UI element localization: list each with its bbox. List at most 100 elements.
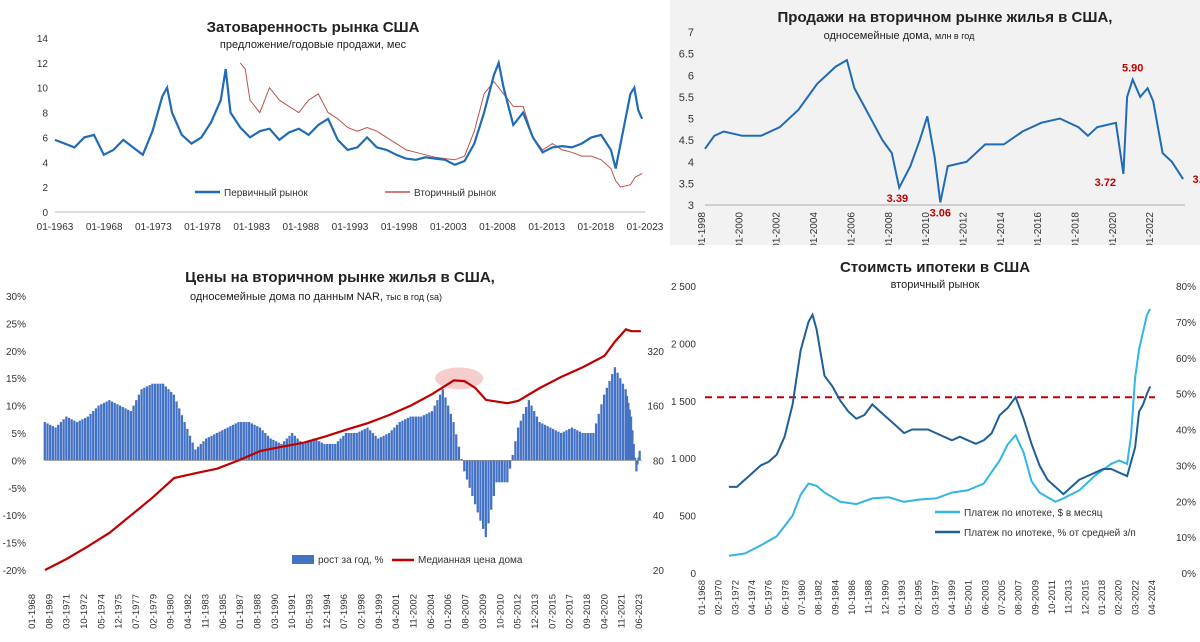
x-tick-label: 05-2012 xyxy=(513,594,524,629)
supply-chart-panel: Затоваренность рынка США предложение/год… xyxy=(0,0,668,240)
growth-bar xyxy=(619,378,622,461)
x-tick-label: 01-2018 xyxy=(577,222,614,233)
x-tick-label: 01-2008 xyxy=(479,222,516,233)
growth-bar xyxy=(258,427,262,461)
growth-bar xyxy=(549,427,552,461)
growth-bar xyxy=(638,450,641,461)
chart-title: Продажи на вторичном рынке жилья в США, xyxy=(778,9,1113,26)
growth-bar xyxy=(635,460,638,472)
growth-bar xyxy=(447,405,450,461)
y-tick-label-right: 320 xyxy=(647,347,664,358)
growth-bar xyxy=(379,437,383,461)
growth-bar xyxy=(170,391,173,461)
y-tick-label: 1 000 xyxy=(671,454,696,465)
growth-bar xyxy=(352,433,356,461)
y-tick-label: 7 xyxy=(688,27,694,39)
growth-bar xyxy=(261,430,264,461)
x-tick-label: 07-1996 xyxy=(339,594,350,629)
y-tick-label: 4.5 xyxy=(679,135,694,147)
x-tick-label: 01-1968 xyxy=(86,222,123,233)
growth-bar xyxy=(487,460,490,524)
x-tick-label: 01-2012 xyxy=(958,212,969,245)
growth-bar xyxy=(404,419,407,461)
peak-highlight xyxy=(435,367,484,390)
x-tick-label: 01-2020 xyxy=(1108,212,1119,245)
growth-bar xyxy=(581,433,584,461)
growth-bar xyxy=(594,423,598,461)
growth-bar xyxy=(272,439,275,461)
x-tick-label: 08-1969 xyxy=(44,594,55,629)
x-tick-label: 09-1999 xyxy=(374,594,385,629)
growth-bar xyxy=(312,438,315,461)
growth-bar xyxy=(463,460,466,472)
growth-bar xyxy=(414,416,418,461)
growth-bar xyxy=(339,438,342,461)
growth-bar xyxy=(46,423,49,461)
x-tick-label: 04-2001 xyxy=(391,594,402,629)
growth-bar xyxy=(568,428,571,461)
growth-bar xyxy=(129,411,132,461)
growth-bar xyxy=(320,442,323,461)
legend-label-pct: Платеж по ипотеке, % от средней з/п xyxy=(964,528,1136,539)
growth-bar xyxy=(592,433,595,461)
x-tick-label: 01-2014 xyxy=(996,212,1007,245)
growth-bar xyxy=(213,434,216,461)
y-tick-label-right: 40 xyxy=(653,511,665,522)
growth-bar xyxy=(334,443,337,461)
growth-bar xyxy=(248,422,251,461)
x-tick-label: 01-1968 xyxy=(697,580,708,615)
growth-bar xyxy=(428,412,431,461)
growth-bar xyxy=(603,394,606,461)
growth-bar xyxy=(317,441,321,461)
growth-bar xyxy=(506,460,509,483)
growth-bar xyxy=(299,441,302,461)
growth-bar xyxy=(113,402,116,461)
y-tick-label-right: 60% xyxy=(1176,354,1196,365)
x-tick-label: 03-2009 xyxy=(478,594,489,629)
growth-bar xyxy=(199,443,202,461)
y-tick-label-right: 0% xyxy=(1182,569,1197,580)
growth-bar xyxy=(264,433,267,461)
growth-bar xyxy=(490,460,493,510)
growth-bar xyxy=(78,420,81,461)
growth-bar xyxy=(54,427,57,461)
x-tick-label: 02-1979 xyxy=(148,594,159,629)
growth-bar xyxy=(541,423,544,461)
growth-bar xyxy=(108,400,111,461)
growth-bar xyxy=(43,422,46,461)
growth-bar xyxy=(417,416,420,461)
growth-bar xyxy=(533,411,536,461)
y-tick-label: 12 xyxy=(37,59,49,70)
x-tick-label: 08-1988 xyxy=(252,594,263,629)
growth-bar xyxy=(151,383,154,461)
growth-bar xyxy=(140,389,143,461)
growth-bar xyxy=(449,413,453,461)
data-label: 5.90 xyxy=(1122,63,1143,75)
legend-label-bars: рост за год, % xyxy=(318,555,384,566)
growth-bar xyxy=(280,443,283,461)
growth-bar xyxy=(503,460,506,483)
growth-bar xyxy=(441,389,444,461)
growth-bar xyxy=(309,439,313,461)
growth-bar xyxy=(291,433,294,461)
growth-bar xyxy=(210,435,213,461)
growth-bar xyxy=(605,387,608,461)
growth-bar xyxy=(481,460,485,529)
x-tick-label: 05-1974 xyxy=(96,594,107,629)
growth-bar xyxy=(347,433,350,461)
growth-bar xyxy=(508,460,512,469)
series-line-secondary xyxy=(239,62,643,188)
growth-bar xyxy=(105,401,108,461)
y-tick-label: 4 xyxy=(688,157,694,169)
growth-bar xyxy=(573,428,576,461)
x-tick-label: 11-1983 xyxy=(200,594,211,628)
growth-bar xyxy=(406,417,409,461)
y-tick-label: 5.5 xyxy=(679,92,694,104)
growth-bar xyxy=(156,383,159,461)
x-tick-label: 01-1963 xyxy=(37,222,74,233)
growth-bar xyxy=(188,435,192,461)
growth-bar xyxy=(621,383,625,461)
series-line-primary xyxy=(54,59,644,169)
y-tick-label: 25% xyxy=(6,319,26,330)
chart-subtitle: односемейные дома по данным NAR, xyxy=(190,291,383,303)
